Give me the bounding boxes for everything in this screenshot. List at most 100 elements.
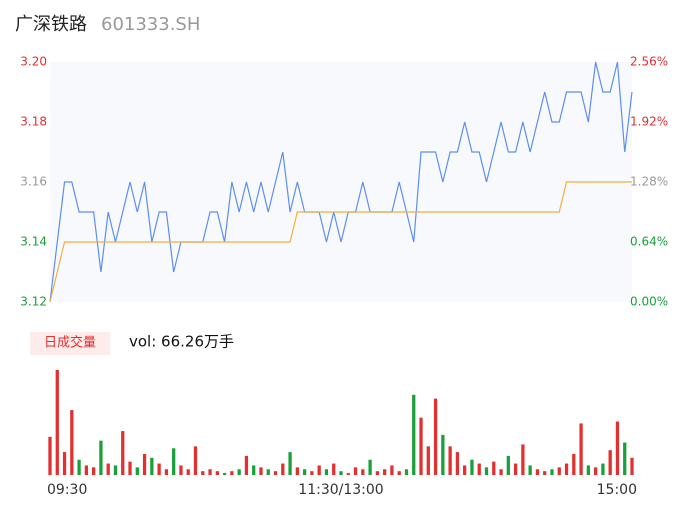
volume-bar: [572, 454, 576, 475]
volume-bar: [412, 394, 416, 475]
volume-bar: [397, 471, 401, 475]
volume-bar: [179, 465, 183, 475]
volume-bar: [390, 465, 394, 475]
volume-bar: [128, 461, 132, 475]
volume-bar: [106, 463, 110, 475]
volume-bar: [157, 463, 161, 475]
volume-bar: [550, 469, 554, 475]
y-tick-label: 3.16: [20, 175, 47, 189]
volume-bar: [222, 473, 227, 475]
x-tick-label: 09:30: [47, 482, 87, 498]
volume-bar: [55, 370, 59, 475]
volume-bar: [463, 465, 467, 475]
volume-bar: [135, 467, 139, 475]
volume-bar: [368, 459, 372, 475]
volume-bar: [593, 467, 598, 475]
volume-bar: [346, 473, 350, 475]
volume-bar: [623, 442, 627, 475]
volume-bar: [266, 469, 270, 475]
volume-bar: [615, 421, 620, 475]
volume-bar: [215, 471, 219, 475]
volume-bar: [419, 417, 423, 475]
volume-bar: [99, 440, 103, 475]
volume-bar: [172, 448, 176, 475]
volume-bar: [433, 398, 438, 475]
volume-bar: [506, 455, 510, 475]
volume-bar: [528, 465, 532, 475]
volume-bar: [273, 471, 278, 475]
y-tick-label: 3.18: [20, 115, 47, 129]
y2-tick-label: 0.00%: [630, 295, 668, 309]
stock-code: 601333.SH: [101, 14, 200, 35]
y2-tick-label: 0.64%: [630, 235, 668, 249]
price-line: [49, 181, 632, 303]
volume-title: 日成交量: [44, 335, 96, 351]
volume-bar: [608, 450, 612, 475]
y-tick-label: 3.20: [20, 55, 47, 69]
volume-bar: [535, 469, 540, 475]
volume-bar: [164, 469, 169, 475]
volume-bar: [252, 465, 256, 475]
volume-bar: [113, 465, 118, 475]
volume-bar: [513, 463, 518, 475]
volume-bar: [601, 463, 605, 475]
volume-bar: [455, 452, 460, 475]
volume-bar: [150, 457, 154, 475]
volume-bar: [499, 469, 503, 475]
x-tick-label: 15:00: [597, 482, 637, 498]
volume-tag: [30, 332, 110, 355]
volume-bar: [470, 459, 474, 475]
volume-bar: [70, 410, 74, 475]
volume-bar: [543, 471, 547, 475]
volume-bar: [339, 471, 343, 475]
volume-bar: [302, 469, 307, 475]
volume-bar: [77, 459, 81, 475]
volume-bar: [579, 423, 583, 475]
volume-bar: [375, 471, 380, 475]
volume-bar: [84, 465, 89, 475]
volume-bar: [201, 471, 205, 475]
volume-bar: [564, 463, 569, 475]
y-tick-label: 3.12: [20, 295, 47, 309]
volume-bar: [484, 467, 489, 475]
volume-bar: [441, 434, 445, 475]
stock-name: 广深铁路: [15, 14, 87, 35]
y2-tick-label: 1.28%: [630, 175, 668, 189]
volume-bar: [237, 469, 241, 475]
volume-bar: [48, 436, 52, 475]
volume-bar: [404, 469, 409, 475]
volume-bar: [281, 463, 285, 475]
volume-bar: [361, 469, 365, 475]
volume-bar: [557, 467, 561, 475]
volume-bar: [121, 431, 125, 475]
volume-bar: [295, 467, 299, 475]
volume-bar: [324, 469, 329, 475]
volume-bar: [259, 467, 263, 475]
volume-bar: [92, 467, 96, 475]
volume-bar: [186, 469, 190, 475]
y2-tick-label: 2.56%: [630, 55, 668, 69]
volume-bar: [244, 455, 249, 475]
volume-bar: [477, 463, 481, 475]
volume-bar: [288, 452, 292, 475]
plot-bg: [50, 62, 632, 302]
volume-bar: [317, 465, 321, 475]
volume-bar: [62, 452, 67, 475]
volume-bar: [142, 454, 147, 475]
price-line: [49, 61, 633, 303]
volume-bar: [353, 467, 358, 475]
y-tick-label: 3.14: [20, 235, 47, 249]
x-tick-label: 11:30/13:00: [298, 482, 383, 498]
volume-bar: [383, 469, 387, 475]
volume-bar: [492, 461, 496, 475]
volume-bar: [426, 446, 430, 475]
volume-bar: [208, 469, 212, 475]
volume-bar: [193, 446, 198, 475]
volume-bar: [586, 465, 590, 475]
volume-bar: [448, 446, 452, 475]
volume-bar: [332, 463, 336, 475]
volume-bar: [630, 457, 634, 475]
volume-label: vol: 66.26万手: [129, 333, 234, 351]
volume-bar: [310, 471, 314, 475]
